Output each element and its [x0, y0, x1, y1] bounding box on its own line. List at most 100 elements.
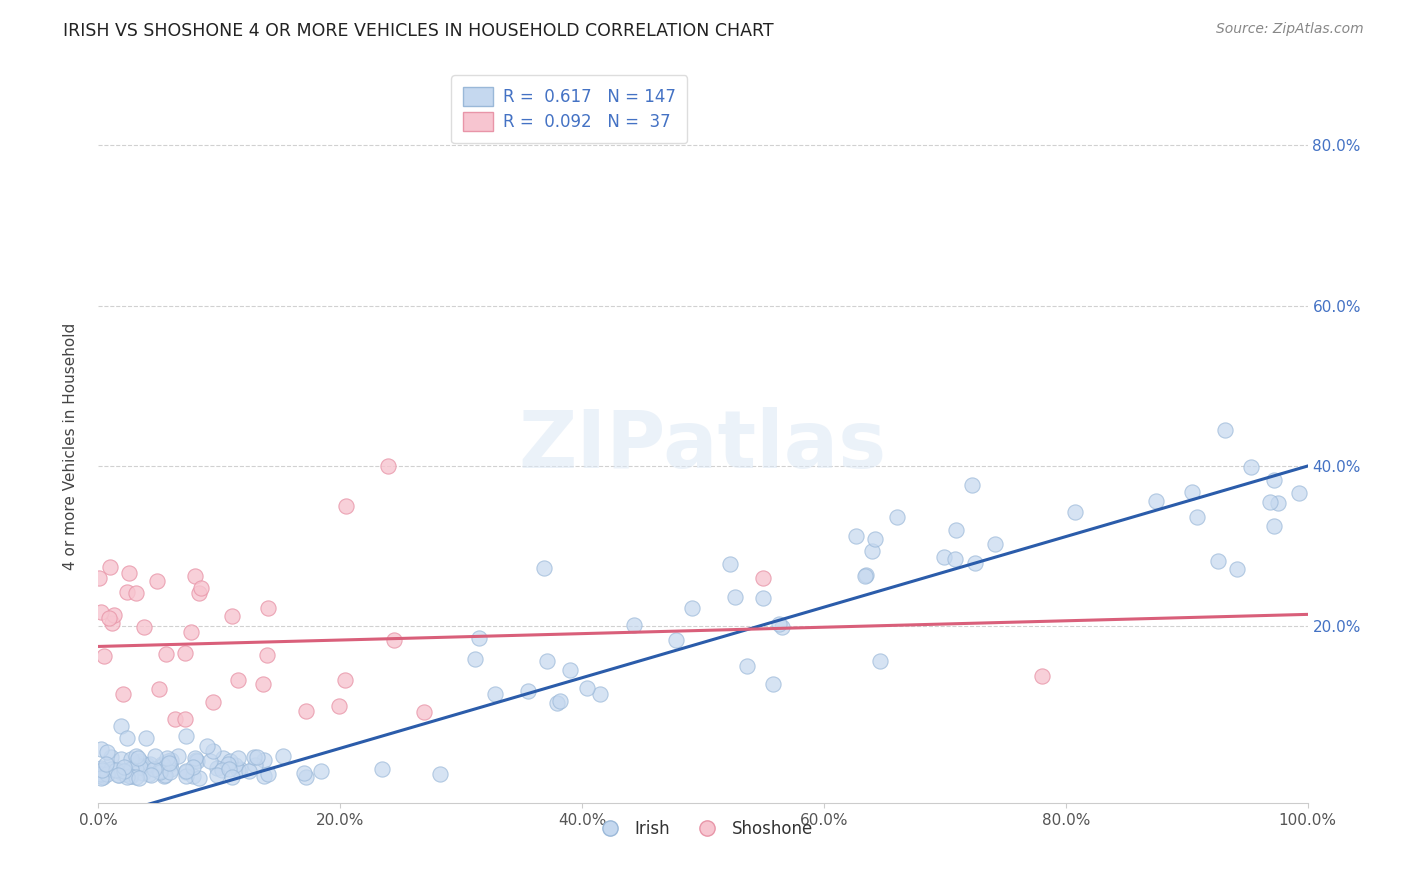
Point — [127, 756, 149, 771]
Point — [377, 458, 399, 473]
Point — [100, 763, 122, 777]
Point — [115, 731, 138, 745]
Point — [143, 762, 166, 776]
Point — [546, 696, 568, 710]
Point — [845, 529, 868, 543]
Point — [768, 616, 790, 631]
Point — [292, 766, 315, 780]
Point — [118, 566, 141, 580]
Point — [174, 646, 197, 660]
Point — [152, 769, 174, 783]
Point — [127, 751, 149, 765]
Point — [150, 756, 173, 771]
Point — [294, 704, 316, 718]
Point — [201, 743, 224, 757]
Point — [156, 751, 179, 765]
Point — [218, 763, 240, 777]
Point — [125, 585, 148, 599]
Point — [226, 763, 249, 777]
Point — [1031, 669, 1053, 683]
Point — [173, 712, 195, 726]
Point — [139, 756, 162, 771]
Point — [120, 752, 142, 766]
Point — [125, 758, 148, 772]
Point — [110, 752, 132, 766]
Point — [253, 753, 276, 767]
Point — [201, 695, 224, 709]
Point — [221, 609, 243, 624]
Point — [1288, 485, 1310, 500]
Point — [129, 758, 152, 772]
Point — [184, 753, 207, 767]
Point — [252, 677, 274, 691]
Point — [246, 750, 269, 764]
Point — [136, 758, 159, 772]
Point — [90, 742, 112, 756]
Point — [103, 607, 125, 622]
Point — [963, 556, 986, 570]
Point — [853, 569, 876, 583]
Point — [735, 659, 758, 673]
Point — [118, 769, 141, 783]
Point — [1263, 473, 1285, 487]
Point — [90, 605, 112, 619]
Point — [665, 633, 688, 648]
Point — [1064, 505, 1087, 519]
Point — [271, 748, 294, 763]
Point — [1263, 519, 1285, 533]
Point — [110, 763, 132, 777]
Point — [104, 763, 127, 777]
Point — [195, 739, 218, 753]
Point — [190, 581, 212, 595]
Point — [219, 754, 242, 768]
Point — [110, 719, 132, 733]
Point — [243, 749, 266, 764]
Point — [1240, 459, 1263, 474]
Point — [723, 591, 745, 605]
Point — [146, 574, 169, 589]
Point — [536, 654, 558, 668]
Point — [91, 764, 114, 778]
Point — [125, 749, 148, 764]
Point — [217, 757, 239, 772]
Point — [211, 751, 233, 765]
Point — [429, 767, 451, 781]
Point — [120, 763, 142, 777]
Point — [157, 754, 180, 768]
Point — [167, 748, 190, 763]
Point — [295, 770, 318, 784]
Point — [138, 767, 160, 781]
Point — [111, 687, 134, 701]
Point — [93, 648, 115, 663]
Point — [1260, 494, 1282, 508]
Point — [257, 767, 280, 781]
Point — [211, 764, 233, 778]
Point — [90, 761, 112, 775]
Point — [960, 478, 983, 492]
Point — [932, 550, 955, 565]
Point — [560, 663, 582, 677]
Point — [187, 771, 209, 785]
Point — [155, 768, 177, 782]
Point — [120, 769, 142, 783]
Point — [180, 624, 202, 639]
Point — [221, 770, 243, 784]
Point — [983, 537, 1005, 551]
Point — [257, 600, 280, 615]
Point — [132, 761, 155, 775]
Legend: Irish, Shoshone: Irish, Shoshone — [586, 814, 820, 845]
Point — [371, 762, 394, 776]
Point — [229, 763, 252, 777]
Point — [87, 571, 110, 585]
Point — [681, 601, 703, 615]
Point — [101, 615, 124, 630]
Point — [160, 753, 183, 767]
Point — [155, 647, 177, 661]
Point — [157, 756, 180, 770]
Point — [100, 750, 122, 764]
Point — [132, 766, 155, 780]
Point — [238, 764, 260, 779]
Point — [112, 759, 135, 773]
Point — [111, 765, 134, 780]
Point — [129, 754, 152, 768]
